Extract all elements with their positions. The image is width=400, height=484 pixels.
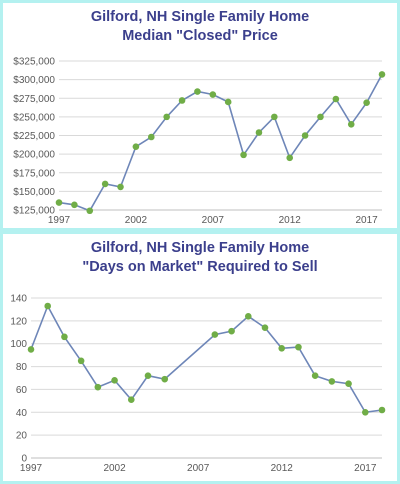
chart1-xtick-label: 2002 [103,463,126,474]
chart0-ytick-label: $250,000 [13,112,55,123]
chart1-ytick-label: 100 [10,339,27,350]
chart0-ytick-label: $125,000 [13,206,55,217]
chart0-ytick-label: $275,000 [13,94,55,105]
chart1-ytick-label: 20 [16,431,28,442]
days-chart-subtitle: "Days on Market" Required to Sell [82,259,318,275]
chart1-data-point [361,408,369,416]
chart0-xtick-label: 2002 [125,215,148,226]
price-chart-panel: Gilford, NH Single Family Home Median "C… [3,3,397,228]
chart0-data-point [117,183,124,191]
chart0-ytick-label: $200,000 [13,150,55,161]
chart1-data-point [244,312,252,320]
chart1-data-point [44,302,52,310]
chart0-data-point [178,97,186,104]
chart1-ytick-label: 140 [10,294,27,305]
chart1-data-point [94,383,102,391]
chart1-data-point [161,375,169,383]
chart1-ytick-label: 60 [16,385,28,396]
chart0-xtick-label: 2007 [202,215,225,226]
chart1-data-point [144,372,152,380]
chart0-data-point [101,180,109,188]
chart1-ytick-label: 40 [16,408,28,419]
chart0-data-point [240,151,247,159]
chart0-ytick-label: $325,000 [13,57,55,68]
chart0-xtick-label: 2012 [279,215,302,226]
price-chart-subtitle: Median "Closed" Price [122,28,278,44]
chart1-data-point [61,333,68,341]
chart0-data-point [347,121,355,128]
chart0-data-point [286,154,294,162]
chart1-xtick-label: 1997 [20,463,43,474]
chart0-data-point [317,113,324,121]
days-chart-svg: 0 20 40 60 80 100 120 140 1997 2002 2007 2012 2017 [10,294,386,474]
chart1-data-point [211,331,219,338]
chart1-data-point [295,343,302,351]
chart0-xtick-label: 1997 [48,215,71,226]
chart1-data-point [328,378,336,385]
chart0-data-point [301,132,309,139]
chart0-data-point [209,91,217,98]
chart0-data-point [71,201,78,209]
chart0-data-point [86,207,94,215]
chart0-data-point [194,88,201,95]
chart1-data-point [77,357,85,365]
chart0-data-point [255,129,263,136]
days-chart-title: Gilford, NH Single Family Home [90,240,310,256]
chart0-data-point [132,143,140,150]
chart1-data-point [378,406,386,414]
chart0-data-point [271,113,278,121]
chart1-xtick-label: 2007 [187,463,210,474]
chart0-data-point [224,98,232,106]
chart1-data-point [345,380,352,388]
chart0-ytick-label: $175,000 [13,168,55,179]
chart0-ytick-label: $300,000 [13,75,55,86]
chart0-series-line [58,74,383,212]
chart0-ytick-label: $150,000 [13,187,55,198]
chart1-data-point [127,396,135,404]
chart1-xtick-label: 2012 [271,463,294,474]
chart1-data-point [261,324,269,332]
chart1-ytick-label: 80 [16,362,28,373]
chart0-ytick-label: $225,000 [13,131,55,142]
chart1-data-point [27,346,35,353]
chart0-data-point [55,199,63,206]
chart1-ytick-label: 0 [21,454,27,465]
chart0-data-point [147,133,155,141]
chart1-data-point [311,372,319,380]
chart1-data-point [278,344,286,352]
chart0-xtick-label: 2017 [355,215,378,226]
chart0-data-point [163,113,170,121]
price-chart-svg: $125,000 $150,000 $175,000 $200,000 $225,000… [13,57,386,226]
days-chart-panel: Gilford, NH Single Family Home "Days on … [3,234,397,481]
chart1-data-point [111,376,118,384]
price-chart-title: Gilford, NH Single Family Home [90,9,310,25]
chart1-data-point [228,327,235,335]
chart1-ytick-label: 120 [10,316,27,327]
chart0-data-point [363,99,370,107]
chart1-xtick-label: 2017 [354,463,377,474]
chart0-data-point [332,95,340,103]
chart0-data-point [378,71,386,78]
